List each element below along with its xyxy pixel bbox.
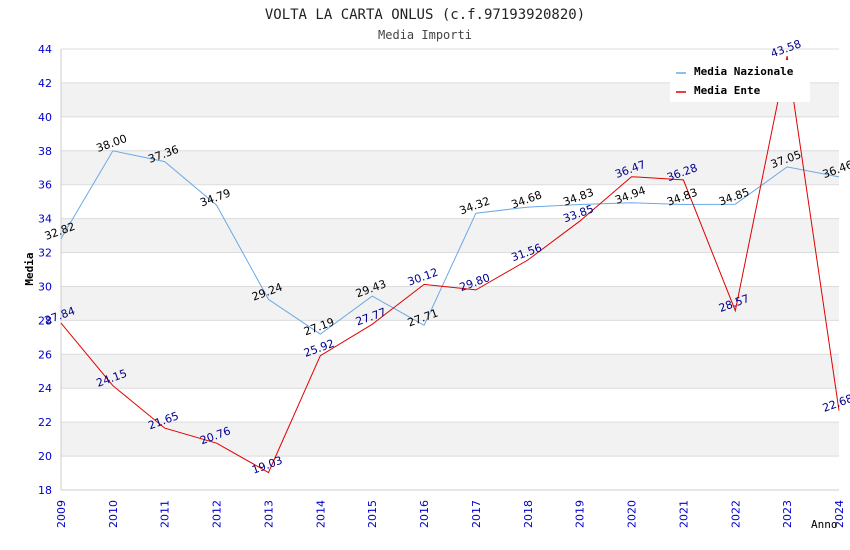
data-label: 19.03 bbox=[250, 454, 284, 477]
x-tick-label: 2018 bbox=[522, 500, 535, 528]
chart-subtitle: Media Importi bbox=[378, 28, 472, 42]
series-line-media-ente bbox=[60, 56, 840, 474]
x-tick-label: 2022 bbox=[729, 500, 742, 528]
y-axis-label: Media bbox=[23, 252, 36, 285]
y-tick-label: 24 bbox=[38, 382, 52, 395]
x-axis-ticks: 2009 2010 2011 2012 2013 2014 2015 2016 2017 2018… bbox=[55, 500, 846, 528]
x-tick-label: 2016 bbox=[418, 500, 431, 528]
chart-title: VOLTA LA CARTA ONLUS (c.f.97193920820) bbox=[265, 7, 585, 23]
data-label: 34.68 bbox=[510, 188, 544, 211]
data-label: 43.58 bbox=[769, 37, 803, 60]
background-band bbox=[61, 286, 839, 321]
y-tick-label: 28 bbox=[38, 314, 52, 327]
y-tick-label: 42 bbox=[38, 77, 52, 90]
x-tick-label: 2011 bbox=[159, 500, 172, 528]
x-tick-label: 2012 bbox=[211, 500, 224, 528]
y-tick-label: 40 bbox=[38, 111, 52, 124]
axes bbox=[60, 49, 839, 491]
data-label: 34.85 bbox=[717, 185, 751, 208]
x-tick-label: 2015 bbox=[366, 500, 379, 528]
series-line-media-nazionale bbox=[60, 150, 840, 335]
y-tick-label: 34 bbox=[38, 213, 52, 226]
legend-label-media-nazionale: Media Nazionale bbox=[694, 65, 794, 78]
y-tick-label: 22 bbox=[38, 416, 52, 429]
legend: Media Nazionale Media Ente bbox=[670, 60, 810, 102]
x-tick-label: 2017 bbox=[470, 500, 483, 528]
y-axis-ticks: 18 20 22 24 26 28 30 32 34 36 38 40 42 44 bbox=[38, 43, 52, 497]
x-tick-label: 2010 bbox=[107, 500, 120, 528]
data-label: 22.68 bbox=[821, 392, 850, 415]
legend-label-media-ente: Media Ente bbox=[694, 84, 761, 97]
x-tick-label: 2014 bbox=[314, 500, 327, 528]
x-axis-label: Anno bbox=[811, 518, 838, 531]
x-tick-label: 2009 bbox=[55, 500, 68, 528]
x-tick-label: 2019 bbox=[574, 500, 587, 528]
data-label: 27.84 bbox=[43, 304, 77, 327]
x-tick-label: 2023 bbox=[781, 500, 794, 528]
data-label: 34.79 bbox=[198, 186, 232, 209]
y-tick-label: 30 bbox=[38, 280, 52, 293]
y-tick-label: 18 bbox=[38, 484, 52, 497]
y-tick-label: 20 bbox=[38, 450, 52, 463]
y-tick-label: 44 bbox=[38, 43, 52, 56]
y-tick-label: 36 bbox=[38, 179, 52, 192]
y-tick-label: 38 bbox=[38, 145, 52, 158]
background-band bbox=[61, 354, 839, 389]
background-band bbox=[61, 218, 839, 253]
y-tick-label: 26 bbox=[38, 348, 52, 361]
series-lines bbox=[60, 56, 840, 474]
x-tick-label: 2020 bbox=[626, 500, 639, 528]
legend-box bbox=[670, 60, 810, 102]
x-tick-label: 2013 bbox=[262, 500, 275, 528]
x-tick-label: 2021 bbox=[677, 500, 690, 528]
background-band bbox=[61, 150, 839, 185]
background-band bbox=[61, 422, 839, 457]
x-tick-label: 2024 bbox=[833, 500, 846, 528]
data-label: 34.83 bbox=[665, 186, 699, 209]
data-label: 34.32 bbox=[458, 194, 492, 217]
y-tick-label: 32 bbox=[38, 247, 52, 260]
